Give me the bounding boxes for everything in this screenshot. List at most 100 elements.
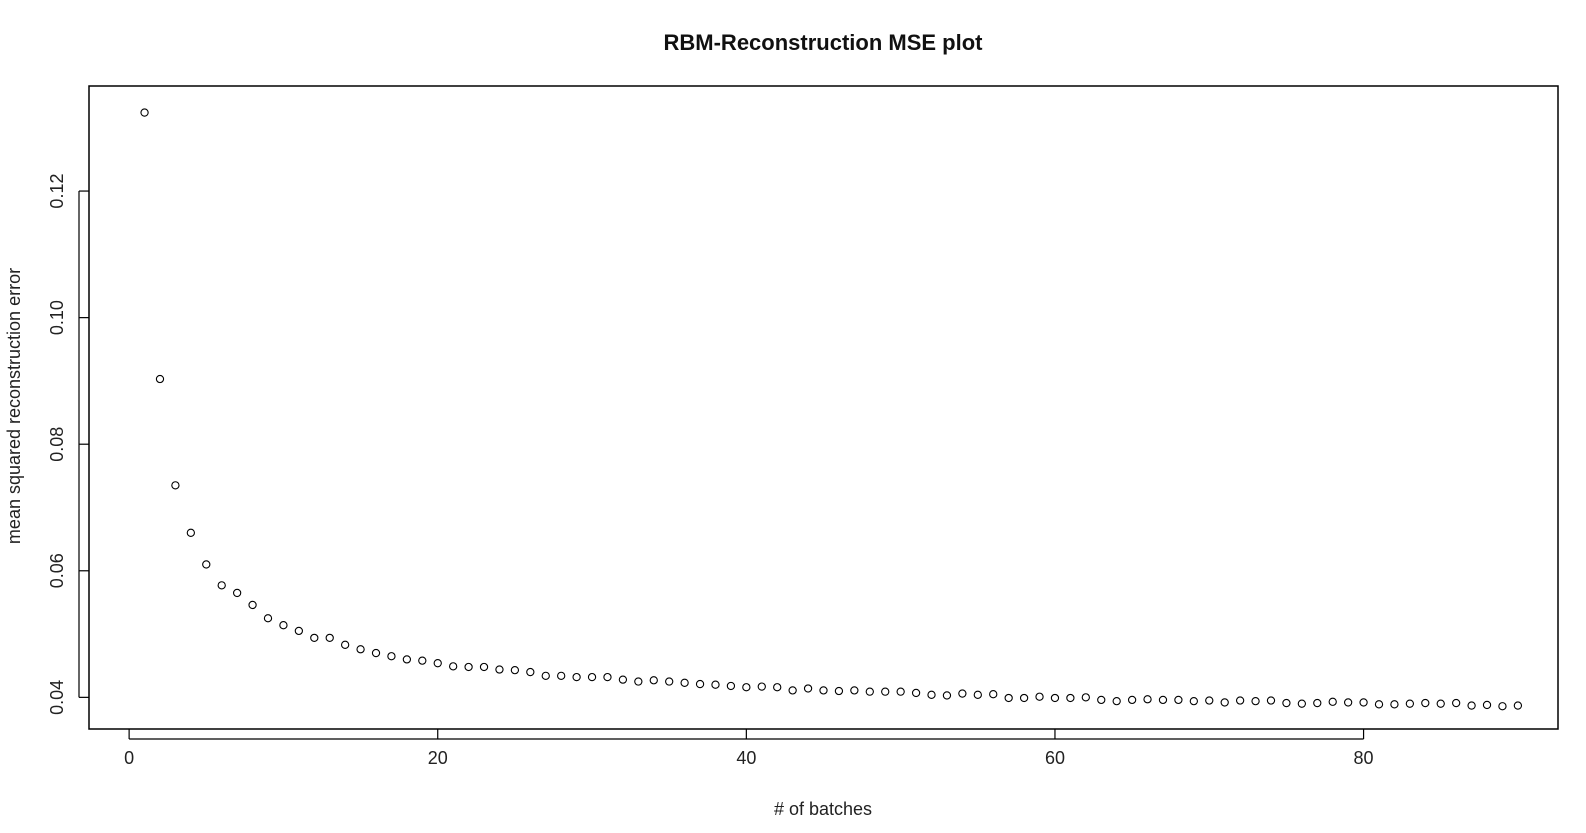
- data-point: [418, 656, 427, 665]
- data-point: [1019, 693, 1029, 703]
- data-point: [232, 588, 242, 598]
- data-point: [1359, 698, 1368, 707]
- data-point: [1297, 699, 1307, 708]
- data-point: [248, 600, 257, 610]
- data-point: [557, 671, 566, 680]
- data-point: [1235, 696, 1245, 705]
- data-point: [495, 665, 504, 674]
- data-point: [433, 659, 442, 668]
- data-point: [387, 652, 396, 661]
- data-point: [1112, 697, 1121, 706]
- data-point: [1482, 700, 1492, 710]
- chart-title: RBM-Reconstruction MSE plot: [664, 30, 984, 55]
- data-point: [803, 684, 813, 693]
- data-point: [1343, 698, 1353, 707]
- data-point: [773, 683, 782, 692]
- data-point: [587, 672, 597, 682]
- data-point: [1436, 699, 1445, 708]
- data-point: [1081, 693, 1090, 702]
- data-point: [711, 680, 720, 689]
- data-point: [171, 481, 180, 490]
- data-point: [942, 691, 952, 700]
- x-tick-label: 40: [736, 748, 756, 768]
- data-point: [1251, 697, 1260, 706]
- data-point: [1004, 693, 1013, 703]
- data-point: [140, 108, 149, 117]
- data-point: [958, 689, 967, 698]
- data-point: [186, 528, 195, 537]
- data-point: [634, 677, 643, 686]
- data-point: [1205, 696, 1214, 705]
- data-point: [850, 686, 859, 695]
- x-tick-label: 60: [1045, 748, 1065, 768]
- data-point: [1035, 692, 1044, 701]
- data-point: [1266, 696, 1276, 705]
- data-point: [911, 688, 921, 698]
- x-tick-label: 80: [1354, 748, 1374, 768]
- data-point: [155, 374, 165, 384]
- data-point: [649, 676, 658, 685]
- data-point: [726, 681, 736, 691]
- data-point: [325, 633, 334, 643]
- data-point: [1143, 695, 1152, 704]
- plot-frame: [88, 85, 1559, 730]
- data-point: [510, 665, 520, 675]
- data-point: [834, 686, 844, 696]
- data-point: [1421, 698, 1430, 708]
- data-point: [1390, 700, 1399, 709]
- data-point: [1050, 693, 1060, 703]
- y-tick-label: 0.08: [47, 427, 67, 462]
- data-point: [989, 690, 998, 699]
- data-point: [695, 679, 705, 689]
- data-point: [1498, 702, 1507, 711]
- data-point: [618, 675, 628, 684]
- y-axis-label: mean squared reconstruction error: [4, 268, 24, 544]
- data-point: [402, 655, 412, 664]
- data-point: [1189, 697, 1198, 706]
- data-point: [819, 686, 828, 695]
- data-point: [541, 671, 550, 680]
- data-point: [263, 614, 273, 623]
- y-tick-label: 0.04: [47, 680, 67, 715]
- x-axis-label: # of batches: [774, 799, 872, 819]
- data-point: [973, 690, 982, 699]
- y-tick-label: 0.12: [47, 174, 67, 209]
- data-point: [757, 682, 766, 691]
- data-point: [788, 686, 797, 695]
- data-point: [340, 640, 350, 649]
- y-tick-label: 0.10: [47, 300, 67, 335]
- data-point: [1313, 698, 1322, 708]
- data-point: [1374, 700, 1384, 709]
- data-point: [742, 683, 751, 692]
- y-tick-label: 0.06: [47, 553, 67, 588]
- data-point: [310, 633, 319, 643]
- data-point: [1097, 695, 1106, 705]
- data-point: [217, 581, 226, 590]
- data-point: [1220, 698, 1229, 707]
- data-point: [1127, 695, 1137, 705]
- data-point: [927, 690, 936, 699]
- data-point: [1158, 695, 1168, 705]
- data-point: [1452, 698, 1461, 708]
- data-point: [1282, 698, 1291, 708]
- data-point: [1066, 693, 1075, 703]
- data-point: [1405, 699, 1415, 708]
- data-point: [680, 678, 689, 687]
- data-point: [294, 626, 304, 636]
- data-point: [896, 687, 905, 696]
- data-point: [603, 672, 612, 682]
- data-point: [356, 645, 365, 654]
- data-point: [202, 560, 211, 569]
- data-point: [572, 672, 581, 682]
- x-tick-label: 20: [428, 748, 448, 768]
- x-axis: 0 20 40 60 80: [124, 729, 1374, 768]
- data-point: [464, 662, 473, 672]
- data-points: [140, 108, 1523, 711]
- data-point: [1328, 697, 1337, 706]
- y-axis: 0.04 0.06 0.08 0.10 0.12: [47, 174, 89, 715]
- data-point: [371, 648, 381, 658]
- data-point: [1513, 701, 1523, 710]
- data-point: [449, 662, 458, 671]
- data-point: [1467, 701, 1476, 710]
